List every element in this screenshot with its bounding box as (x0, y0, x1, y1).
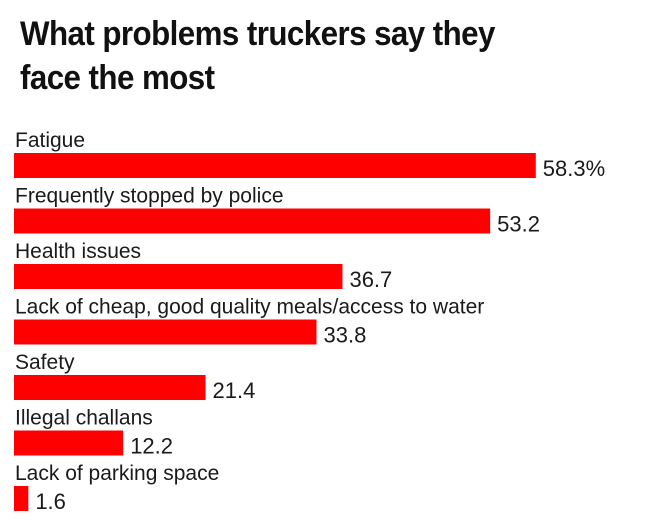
bar (14, 153, 536, 178)
value-label: 36.7 (349, 267, 392, 292)
value-label: 21.4 (213, 378, 256, 403)
category-label: Lack of cheap, good quality meals/access… (15, 296, 484, 319)
value-label: 1.6 (35, 489, 66, 514)
value-label: 53.2 (497, 212, 540, 237)
category-label: Fatigue (15, 129, 85, 152)
category-label: Lack of parking space (15, 462, 219, 485)
category-label: Safety (15, 351, 75, 374)
category-label: Illegal challans (15, 407, 153, 430)
category-label: Health issues (15, 240, 141, 263)
chart-title: What problems truckers say they face the… (20, 15, 495, 97)
bar (14, 375, 206, 400)
category-label: Frequently stopped by police (15, 185, 284, 208)
value-label: 33.8 (324, 323, 367, 348)
bar (14, 208, 491, 234)
bar (14, 430, 124, 456)
bar (14, 264, 343, 289)
value-label: 12.2 (130, 434, 173, 459)
value-label: 58.3% (543, 156, 605, 181)
bar (14, 486, 29, 511)
bar (14, 319, 317, 345)
